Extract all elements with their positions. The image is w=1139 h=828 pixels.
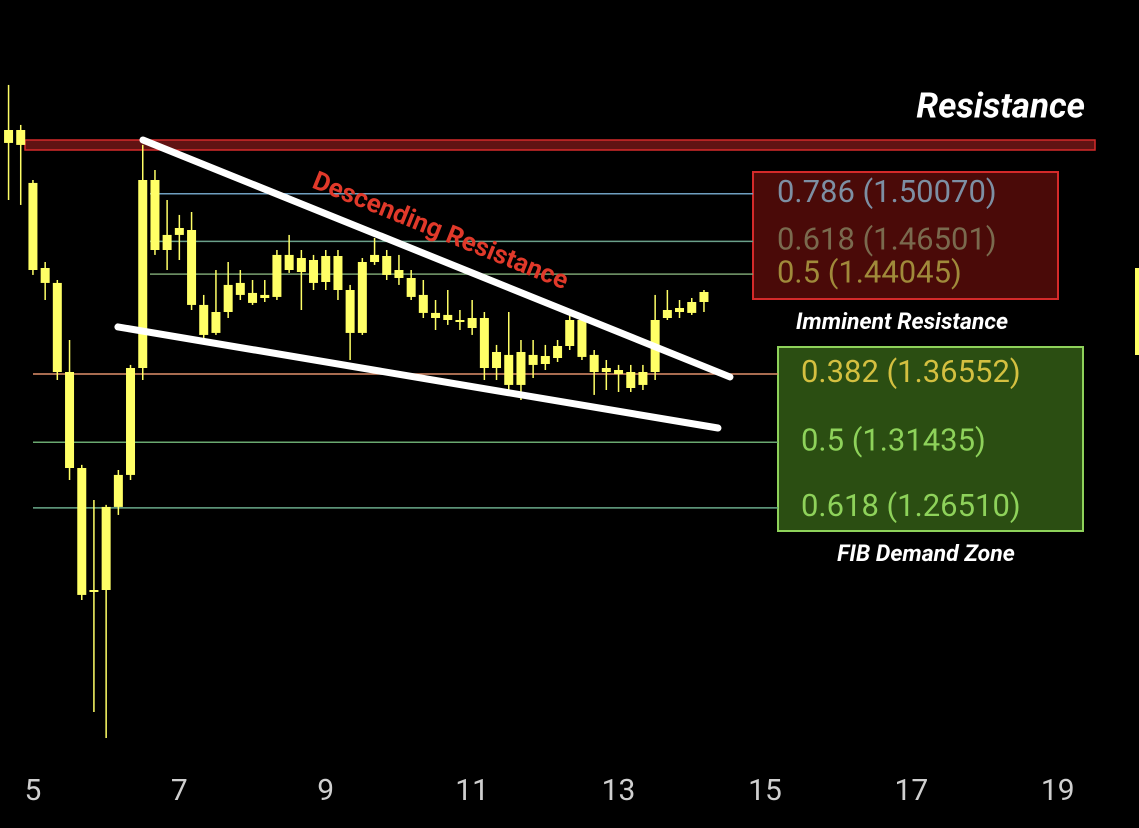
candle-body <box>504 354 514 385</box>
candle-body <box>345 290 355 333</box>
candle-body <box>4 130 14 143</box>
x-tick-label: 15 <box>748 773 782 808</box>
candle-body <box>187 230 197 305</box>
trend-line <box>139 136 734 381</box>
candle-body <box>89 590 99 592</box>
candle-body <box>309 260 319 283</box>
candle-body <box>614 370 624 374</box>
candle-body <box>211 312 221 333</box>
candle-body <box>235 282 245 295</box>
x-tick-label: 19 <box>1041 773 1075 808</box>
candle-body <box>455 320 465 322</box>
candle-body <box>675 308 685 312</box>
candle-body <box>516 352 526 385</box>
x-tick-label: 11 <box>455 773 489 808</box>
candle-body <box>357 262 367 333</box>
fib-label: 0.618 (1.26510) <box>801 487 1021 524</box>
candle-body <box>565 320 575 346</box>
x-tick-label: 5 <box>25 773 42 808</box>
candle-body <box>138 180 148 368</box>
trend-line <box>114 323 722 432</box>
candle-body <box>601 368 611 372</box>
candle-body <box>394 270 404 278</box>
candle-body <box>638 372 648 385</box>
candle-body <box>492 352 502 368</box>
candle-body <box>162 234 172 250</box>
edge-mark <box>1135 268 1139 355</box>
candle-body <box>272 254 282 297</box>
candle-body <box>65 372 75 468</box>
candle-body <box>199 304 209 335</box>
candle-body <box>260 294 270 298</box>
resistance-fib-box <box>752 171 1059 300</box>
candle-body <box>418 294 428 313</box>
x-tick-label: 17 <box>894 773 928 808</box>
fib-label: 0.5 (1.44045) <box>777 253 962 290</box>
candle-body <box>321 256 331 282</box>
demand-zone-label: FIB Demand Zone <box>837 540 1015 567</box>
candle-body <box>589 354 599 372</box>
imminent-resistance-label: Imminent Resistance <box>796 308 1008 335</box>
x-tick-label: 9 <box>317 773 334 808</box>
candle-body <box>28 182 38 270</box>
candle-body <box>662 310 672 318</box>
resistance-zone <box>24 139 1096 151</box>
candle-body <box>626 372 636 388</box>
candle-body <box>577 320 587 357</box>
candle-body <box>248 292 258 303</box>
candle-body <box>150 180 160 250</box>
fib-label: 0.786 (1.50070) <box>777 173 997 210</box>
x-tick-label: 13 <box>602 773 636 808</box>
candle-body <box>443 314 453 320</box>
candle-body <box>382 256 392 275</box>
candle-body <box>687 302 697 313</box>
fib-label: 0.5 (1.31435) <box>801 421 986 458</box>
candle-body <box>174 228 184 235</box>
candle-body <box>699 292 709 302</box>
candle-body <box>101 506 111 590</box>
candle-body <box>540 356 550 364</box>
candle-body <box>223 284 233 312</box>
fib-label: 0.618 (1.46501) <box>777 221 997 258</box>
candle-body <box>370 254 380 262</box>
candle-body <box>333 256 343 290</box>
candle-body <box>16 130 26 145</box>
candle-body <box>284 254 294 270</box>
candle-body <box>528 354 538 365</box>
candle-body <box>113 474 123 507</box>
candle-body <box>479 318 489 368</box>
candle-body <box>406 278 416 297</box>
candle-body <box>296 258 306 272</box>
candle-body <box>52 282 62 372</box>
candle-body <box>553 346 563 358</box>
candle-body <box>126 368 136 475</box>
candle-body <box>40 268 50 283</box>
demand-fib-box <box>777 346 1084 532</box>
candle-body <box>467 318 477 328</box>
resistance-label: Resistance <box>916 85 1085 126</box>
candle-body <box>77 468 87 595</box>
candle-body <box>431 312 441 318</box>
fib-label: 0.382 (1.36552) <box>801 353 1021 390</box>
x-tick-label: 7 <box>171 773 188 808</box>
